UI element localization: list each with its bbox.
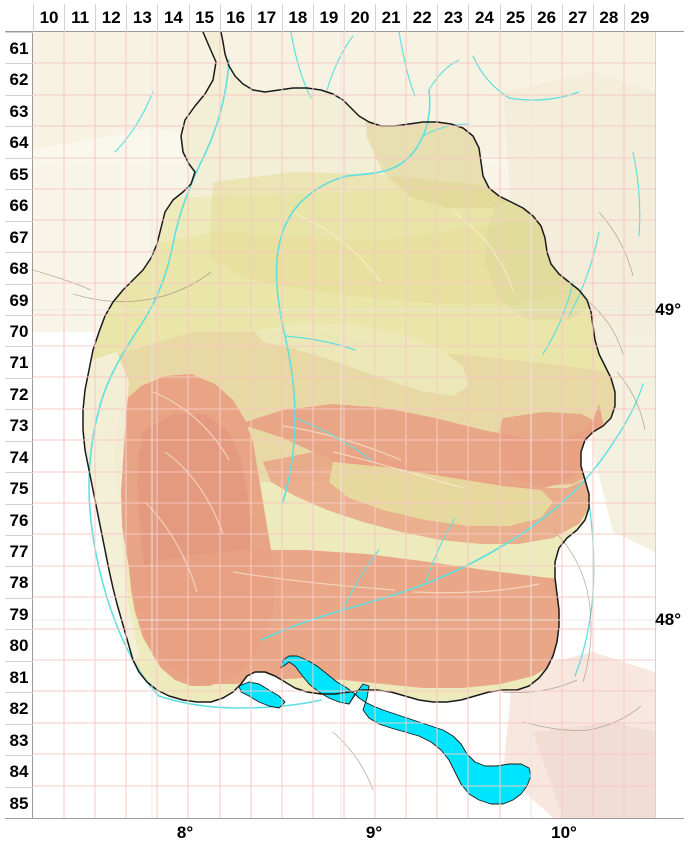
row-label-81: 81 <box>5 660 33 692</box>
column-label-18: 18 <box>281 4 313 32</box>
latitude-label-48deg: 48° <box>655 610 681 629</box>
column-label-21: 21 <box>375 4 406 32</box>
row-label-78: 78 <box>5 566 33 597</box>
row-label-73: 73 <box>5 409 33 440</box>
column-label-29: 29 <box>623 4 655 32</box>
state-border-layer <box>82 32 616 703</box>
column-label-24: 24 <box>468 4 499 32</box>
map-canvas[interactable] <box>33 32 655 818</box>
row-label-67: 67 <box>5 220 33 252</box>
column-label-23: 23 <box>437 4 468 32</box>
row-label-68: 68 <box>5 252 33 283</box>
longitude-label-10deg: 10° <box>551 823 577 842</box>
column-label-13: 13 <box>126 4 157 32</box>
river-layer <box>88 32 644 709</box>
column-label-26: 26 <box>530 4 562 32</box>
column-header-spacer <box>5 4 33 32</box>
row-label-85: 85 <box>5 786 33 818</box>
column-label-27: 27 <box>561 4 593 32</box>
column-label-19: 19 <box>312 4 344 32</box>
row-label-83: 83 <box>5 723 33 755</box>
column-label-10: 10 <box>33 4 64 32</box>
column-label-11: 11 <box>64 4 95 32</box>
column-label-15: 15 <box>188 4 220 32</box>
row-label-65: 65 <box>5 157 33 189</box>
row-label-70: 70 <box>5 314 33 346</box>
row-label-69: 69 <box>5 283 33 315</box>
longitude-label-8deg: 8° <box>176 823 194 842</box>
row-label-63: 63 <box>5 94 33 126</box>
tk25-grid-layer <box>33 32 655 818</box>
longitude-label-strip: 8° 9° 10° <box>5 818 684 845</box>
graticule-layer <box>33 32 655 818</box>
column-header-strip: 10 11 12 13 14 15 16 17 18 19 20 21 22 23 24 25 26 27 28 29 <box>5 4 684 32</box>
latitude-label-49deg: 49° <box>655 300 681 319</box>
row-label-74: 74 <box>5 440 33 472</box>
row-label-66: 66 <box>5 189 33 220</box>
row-label-82: 82 <box>5 692 33 723</box>
row-label-77: 77 <box>5 535 33 566</box>
column-label-16: 16 <box>219 4 251 32</box>
column-label-14: 14 <box>157 4 188 32</box>
column-label-20: 20 <box>344 4 375 32</box>
row-label-71: 71 <box>5 346 33 377</box>
row-label-75: 75 <box>5 472 33 503</box>
row-label-62: 62 <box>5 63 33 94</box>
column-label-17: 17 <box>250 4 282 32</box>
column-label-12: 12 <box>95 4 126 32</box>
row-label-61: 61 <box>5 32 33 63</box>
row-label-76: 76 <box>5 503 33 535</box>
row-label-64: 64 <box>5 126 33 157</box>
column-label-28: 28 <box>592 4 624 32</box>
river-donau <box>260 439 616 641</box>
row-label-72: 72 <box>5 377 33 409</box>
column-label-22: 22 <box>406 4 437 32</box>
longitude-label-9deg: 9° <box>365 823 383 842</box>
row-header-strip: 61 62 63 64 65 66 67 68 69 70 71 72 73 74 75 76 77 78 79 80… <box>5 32 33 818</box>
row-label-84: 84 <box>5 755 33 786</box>
river-rhein <box>88 59 230 697</box>
row-label-79: 79 <box>5 597 33 629</box>
column-label-25: 25 <box>499 4 531 32</box>
latitude-label-gutter: 49° 48° <box>655 32 684 818</box>
row-label-80: 80 <box>5 629 33 660</box>
